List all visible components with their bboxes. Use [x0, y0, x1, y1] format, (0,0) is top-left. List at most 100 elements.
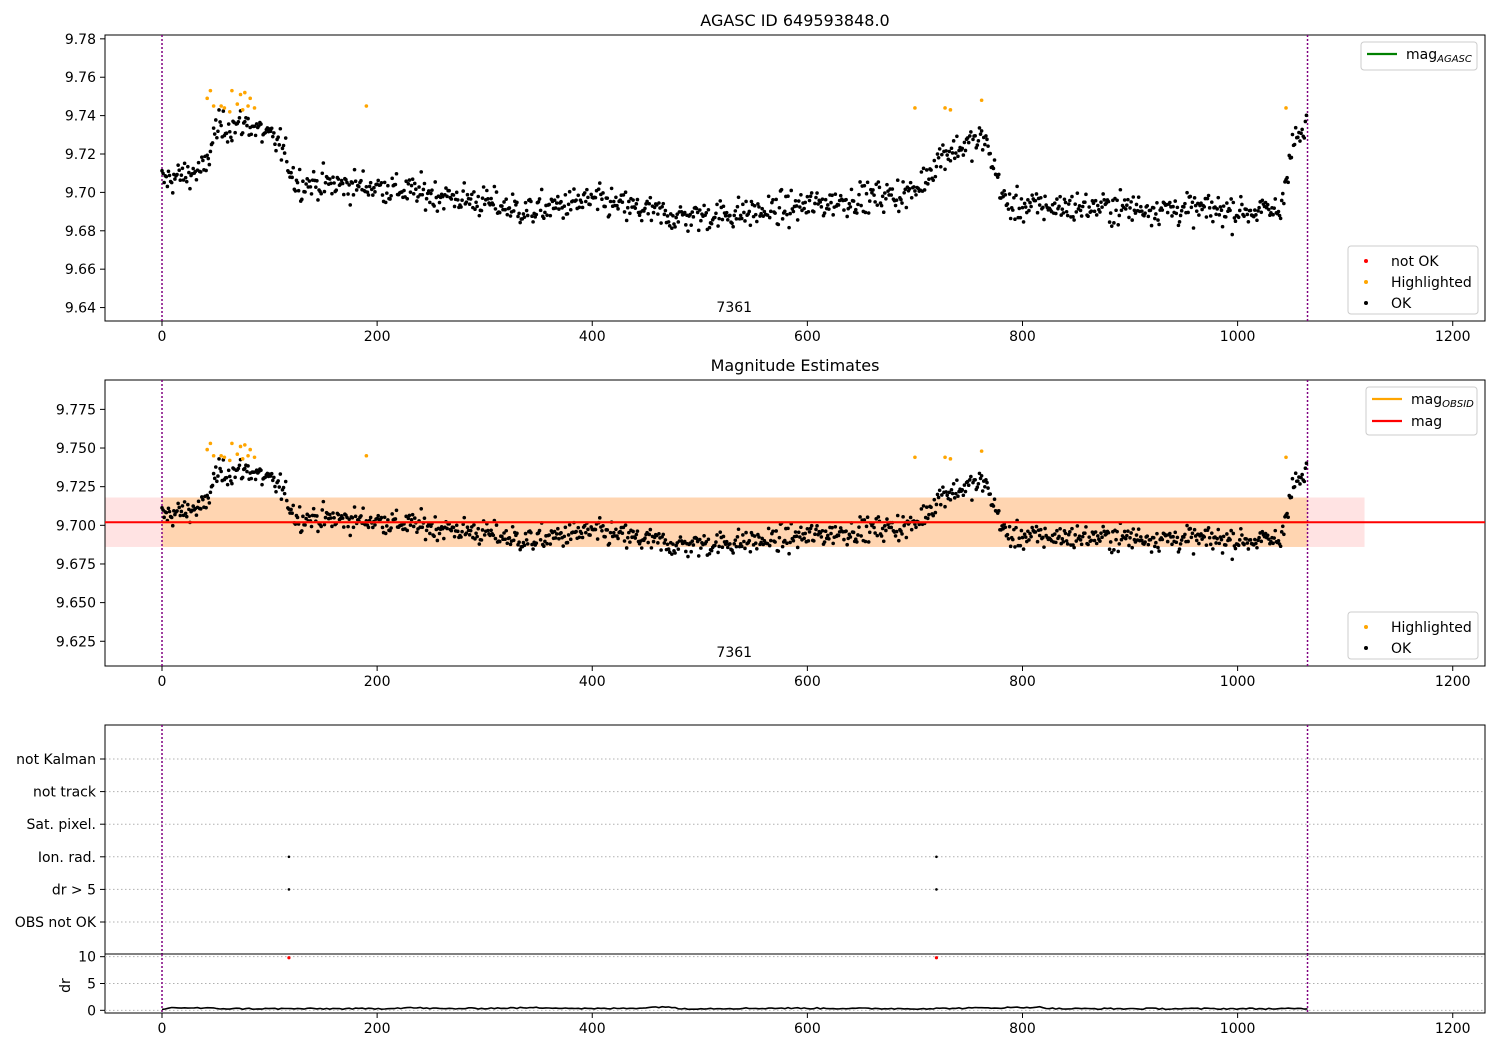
- highlighted-point: [222, 455, 227, 460]
- ok-point: [215, 135, 219, 140]
- ok-point: [542, 216, 546, 221]
- x-tick-label: 400: [579, 674, 606, 690]
- ok-point: [595, 207, 600, 212]
- ok-point: [798, 535, 802, 539]
- ok-point: [956, 494, 960, 499]
- ok-point: [346, 524, 350, 529]
- ok-point: [424, 528, 429, 533]
- ok-point: [518, 547, 522, 552]
- ok-point: [1128, 535, 1132, 540]
- highlighted-point: [230, 441, 234, 446]
- ok-point: [1055, 197, 1059, 201]
- ok-point: [694, 536, 699, 541]
- ok-point: [357, 184, 361, 189]
- ok-point: [1200, 207, 1204, 212]
- ok-point: [866, 211, 871, 215]
- ok-point: [588, 202, 592, 207]
- ok-point: [753, 212, 758, 217]
- ok-point: [515, 531, 519, 536]
- ok-point: [880, 194, 885, 199]
- ok-point: [409, 183, 414, 188]
- ok-point: [820, 528, 825, 533]
- ok-point: [645, 199, 649, 204]
- ok-point: [635, 529, 640, 533]
- ok-point: [867, 199, 872, 203]
- ok-point: [979, 473, 984, 478]
- ok-point: [390, 512, 394, 516]
- ok-point: [336, 177, 341, 181]
- ok-point: [858, 180, 862, 184]
- ok-point: [297, 505, 302, 509]
- ok-point: [1060, 536, 1065, 541]
- highlighted-point: [243, 90, 247, 95]
- ok-point: [307, 179, 312, 183]
- ok-point: [1077, 204, 1082, 208]
- ok-point: [833, 524, 838, 529]
- ok-point: [782, 538, 787, 543]
- ok-point: [881, 210, 886, 215]
- ok-point: [1084, 525, 1088, 529]
- ok-point: [1293, 471, 1298, 476]
- ok-point: [1005, 532, 1010, 537]
- ok-point: [177, 505, 182, 510]
- x-tick-label: 200: [364, 674, 391, 690]
- highlighted-point: [240, 457, 245, 461]
- ok-point: [830, 525, 834, 530]
- ok-point: [405, 528, 410, 533]
- ok-point: [224, 475, 229, 480]
- ok-point: [699, 218, 703, 223]
- ok-point: [176, 163, 180, 167]
- ok-point: [674, 543, 678, 548]
- ok-point: [352, 505, 357, 509]
- ok-point: [525, 213, 530, 218]
- ok-point: [260, 140, 264, 144]
- ok-point: [1225, 201, 1229, 205]
- y-tick-label: 9.725: [56, 480, 96, 496]
- ok-point: [720, 545, 725, 549]
- ok-point: [277, 485, 282, 489]
- ok-point: [736, 195, 741, 200]
- ok-point: [462, 515, 467, 520]
- ok-point: [735, 204, 740, 209]
- ok-point: [319, 524, 323, 529]
- ok-point: [246, 464, 250, 468]
- ok-point: [531, 547, 535, 551]
- ok-point: [1033, 530, 1038, 534]
- ok-point: [900, 532, 904, 536]
- ok-point: [1216, 527, 1221, 532]
- ok-point: [204, 505, 208, 510]
- ok-point: [253, 133, 258, 138]
- ok-point: [1136, 527, 1141, 531]
- ok-point: [475, 204, 479, 209]
- ok-point: [991, 166, 996, 171]
- ok-point: [955, 478, 959, 482]
- ok-point: [173, 177, 177, 181]
- ok-point: [1028, 200, 1032, 205]
- ok-point: [505, 541, 510, 546]
- ok-point: [586, 195, 590, 200]
- ok-point: [1279, 198, 1284, 203]
- x-tick-label: 1000: [1220, 329, 1256, 345]
- ok-point: [818, 200, 823, 204]
- ok-point: [191, 166, 195, 171]
- legend-label: OK: [1391, 296, 1412, 312]
- ok-point: [295, 180, 300, 185]
- ok-point: [1123, 207, 1128, 211]
- ok-point: [829, 531, 833, 536]
- ok-point: [643, 536, 647, 541]
- ok-point: [945, 493, 949, 498]
- ok-point: [833, 192, 838, 197]
- ok-point: [767, 215, 772, 220]
- ok-point: [1089, 209, 1094, 213]
- ok-point: [562, 204, 567, 208]
- agasc-magnitude-panel: AGASC ID 649593848.0 7361 0 200 400 600 800 100…: [65, 11, 1486, 345]
- ok-point: [813, 201, 817, 206]
- ok-point: [308, 185, 313, 189]
- ok-point: [787, 551, 791, 556]
- ok-point: [296, 188, 301, 193]
- highlighted-point: [211, 453, 216, 458]
- ok-point: [525, 542, 530, 546]
- ok-point: [497, 539, 502, 544]
- legend-label: OK: [1391, 641, 1412, 657]
- ok-point: [620, 531, 625, 536]
